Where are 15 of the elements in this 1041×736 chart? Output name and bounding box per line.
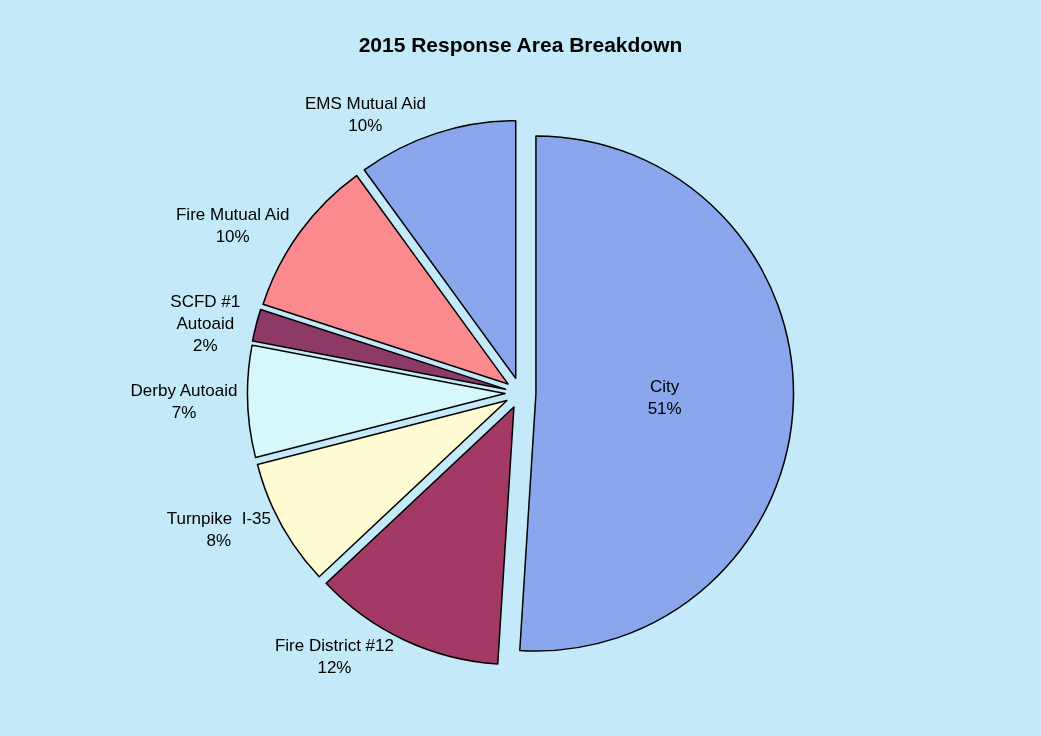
slice-label: Fire Mutual Aid: [175, 204, 290, 224]
data-label: 10%: [215, 226, 250, 246]
data-label: 10%: [348, 116, 383, 136]
data-label: 8%: [206, 530, 232, 550]
slice-label: EMS Mutual Aid: [304, 94, 426, 114]
slice-label: Turnpike I-35: [166, 508, 271, 528]
slice-label: Derby Autoaid: [130, 381, 238, 401]
chart-title: 2015 Response Area Breakdown: [358, 32, 683, 56]
data-label: 51%: [647, 399, 682, 419]
slice-label: Fire District #12: [274, 636, 394, 656]
data-label: 2%: [193, 335, 218, 355]
slice-label: City: [650, 376, 680, 396]
slice-label: SCFD #1 Autoaid: [170, 291, 241, 333]
data-label: 12%: [317, 658, 352, 678]
data-label: 7%: [171, 403, 197, 423]
